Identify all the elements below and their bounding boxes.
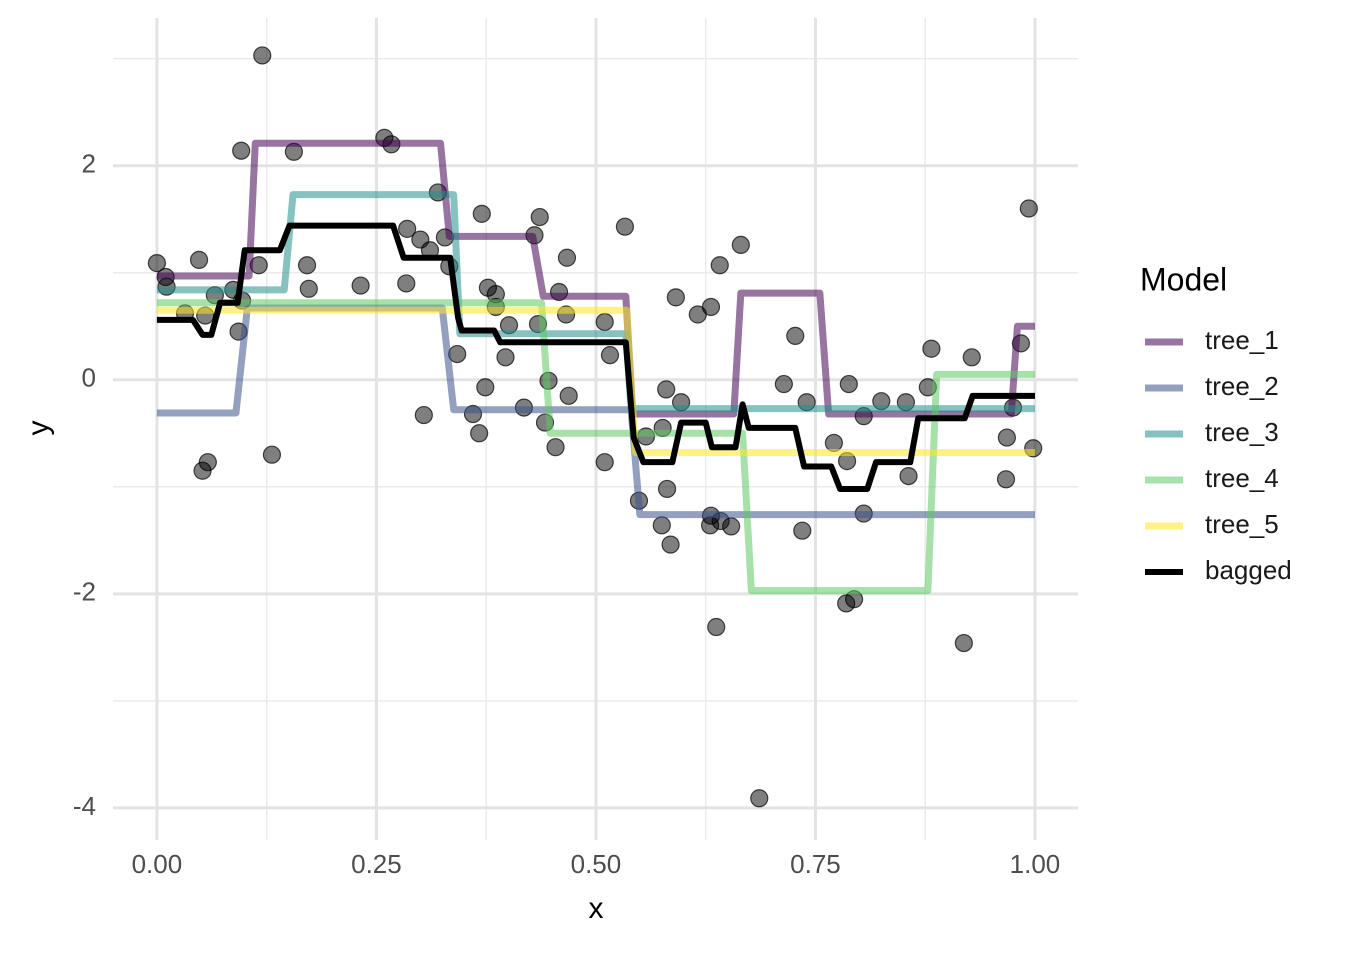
data-point [824,433,843,453]
model-line [156,299,1035,595]
x-tick-label: 0.50 [571,849,622,879]
data-point [559,386,578,405]
model-line [156,304,1035,519]
data-point [899,466,918,486]
data-point [839,374,858,394]
data-point [774,374,793,394]
x-tick-label: 0.00 [132,849,183,879]
legend-label: tree_2 [1205,371,1279,401]
data-point [557,248,577,267]
x-tick-label: 0.75 [790,849,841,879]
data-point [351,276,370,295]
data-point [954,633,973,653]
data-point [414,405,433,425]
legend-label: tree_5 [1205,509,1279,539]
data-point [472,204,491,223]
data-point [996,470,1016,489]
data-point [253,46,272,65]
data-point [595,453,614,472]
data-point [232,141,251,160]
data-point [615,217,635,236]
data-point [707,617,726,637]
data-point [530,207,549,227]
data-point [496,348,515,367]
legend-label: tree_4 [1205,463,1279,493]
data-point [710,256,729,275]
data-point [297,256,317,275]
y-tick-label: -2 [73,577,96,607]
legend-title: Model [1140,261,1227,297]
y-tick-label: 2 [82,149,96,179]
data-point [657,479,677,499]
data-point [701,297,721,317]
data-point [997,428,1016,447]
x-tick-label: 0.25 [351,849,402,879]
data-point [666,288,685,307]
data-point [1019,199,1038,218]
y-axis-title: y [22,421,55,436]
legend-label: tree_1 [1205,325,1279,355]
data-point [476,378,495,397]
legend-label: tree_3 [1205,417,1279,447]
model-line [156,222,1035,492]
x-tick-label: 1.00 [1010,849,1061,879]
data-point [546,438,565,457]
data-point [262,445,282,464]
data-point [731,235,750,255]
data-point [470,424,489,443]
data-point [595,312,614,332]
data-point [750,789,769,808]
data-point [398,219,417,238]
data-point [786,326,805,345]
data-point [962,348,981,367]
data-point [600,346,620,365]
data-point [652,516,671,535]
data-point [793,521,812,540]
x-axis-title: x [589,892,604,925]
data-point [198,453,217,472]
legend-label: bagged [1205,555,1292,585]
data-point [722,517,741,536]
data-point [147,254,167,273]
data-point [299,279,318,298]
data-point [922,339,941,358]
data-point [661,535,680,554]
data-point [397,274,416,293]
y-tick-label: 0 [82,363,96,393]
y-tick-label: -4 [73,791,96,821]
data-point [189,250,209,269]
data-point [657,380,676,399]
